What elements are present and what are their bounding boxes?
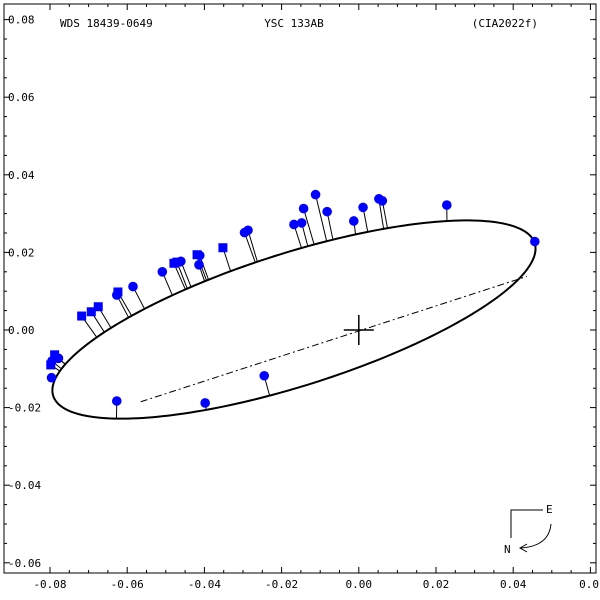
axis-ticks bbox=[4, 4, 596, 573]
data-point-circle bbox=[310, 189, 321, 200]
data-point-circle bbox=[442, 200, 452, 210]
orbit-ellipse bbox=[51, 219, 537, 420]
y-tick-label: 0.06 bbox=[8, 91, 35, 104]
primary-star-cross bbox=[343, 315, 374, 345]
data-point-square bbox=[86, 307, 96, 317]
data-point-circle bbox=[296, 218, 307, 228]
data-point-square bbox=[50, 350, 60, 360]
x-tick-label: -0.02 bbox=[265, 578, 298, 591]
data-point-circle bbox=[530, 236, 540, 247]
data-point-circle bbox=[259, 370, 270, 381]
data-point-square bbox=[172, 257, 182, 267]
data-point-square bbox=[93, 302, 103, 312]
data-point-circle bbox=[46, 372, 57, 383]
y-tick-label: -0.06 bbox=[8, 557, 41, 570]
data-point-square bbox=[113, 287, 123, 297]
residual-line bbox=[244, 232, 256, 263]
x-tick-label: 0.02 bbox=[423, 578, 450, 591]
residual-line bbox=[315, 194, 328, 242]
data-point-circle bbox=[348, 216, 359, 226]
residual-line bbox=[247, 230, 258, 262]
header-right: (CIA2022f) bbox=[472, 17, 538, 30]
data-point-circle bbox=[157, 267, 168, 277]
compass-east-label: E bbox=[546, 503, 553, 516]
y-tick-labels: -0.06 -0.04 -0.02 0.00 0.02 0.04 0.06 0.08 bbox=[8, 14, 41, 570]
measurement-points bbox=[46, 189, 540, 408]
data-point-circle bbox=[239, 227, 250, 238]
data-point-square bbox=[46, 360, 56, 370]
line-of-nodes bbox=[140, 275, 527, 403]
header-left: WDS 18439-0649 bbox=[60, 17, 153, 30]
y-tick-label: 0.00 bbox=[8, 324, 35, 337]
data-point-circle bbox=[111, 396, 122, 406]
compass-north-label: N bbox=[504, 543, 511, 556]
data-point-circle bbox=[358, 202, 368, 213]
data-point-circle bbox=[194, 260, 204, 270]
residual-line bbox=[303, 208, 315, 245]
compass-north-arrow bbox=[520, 523, 552, 549]
x-tick-label: -0.08 bbox=[33, 578, 66, 591]
data-point-square bbox=[77, 311, 87, 321]
data-point-square bbox=[218, 243, 228, 253]
header-center: YSC 133AB bbox=[264, 17, 324, 30]
compass-arrow-head bbox=[518, 543, 528, 553]
x-tick-label: 0.0 bbox=[579, 578, 599, 591]
compass: E N bbox=[504, 503, 553, 556]
y-tick-label: 0.02 bbox=[8, 246, 35, 259]
x-tick-label: -0.06 bbox=[111, 578, 144, 591]
data-point-circle bbox=[200, 398, 210, 408]
data-point-circle bbox=[298, 203, 309, 214]
y-tick-label: 0.04 bbox=[8, 169, 35, 182]
data-point-circle bbox=[374, 194, 384, 204]
x-tick-labels: -0.08 -0.06 -0.04 -0.02 0.00 0.02 0.04 0.0 bbox=[33, 578, 599, 591]
x-tick-label: 0.00 bbox=[346, 578, 373, 591]
compass-east-bracket bbox=[510, 509, 543, 538]
y-tick-label: -0.04 bbox=[8, 479, 41, 492]
x-tick-label: 0.04 bbox=[500, 578, 527, 591]
data-point-circle bbox=[128, 281, 138, 292]
plot-frame bbox=[3, 3, 597, 574]
data-point-circle bbox=[322, 206, 332, 217]
x-tick-label: -0.04 bbox=[188, 578, 221, 591]
data-point-square bbox=[192, 250, 202, 260]
data-point-circle bbox=[289, 219, 299, 230]
y-tick-label: -0.02 bbox=[8, 402, 41, 415]
y-tick-label: 0.08 bbox=[8, 14, 35, 27]
